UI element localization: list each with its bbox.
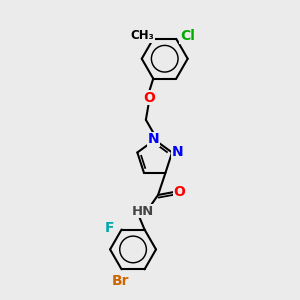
Text: HN: HN bbox=[132, 205, 154, 218]
Text: O: O bbox=[173, 185, 185, 199]
Text: Cl: Cl bbox=[180, 29, 195, 43]
Text: F: F bbox=[104, 221, 114, 235]
Text: CH₃: CH₃ bbox=[130, 29, 154, 42]
Text: O: O bbox=[143, 91, 155, 105]
Text: Br: Br bbox=[111, 274, 129, 287]
Text: N: N bbox=[147, 132, 159, 146]
Text: N: N bbox=[172, 146, 183, 160]
